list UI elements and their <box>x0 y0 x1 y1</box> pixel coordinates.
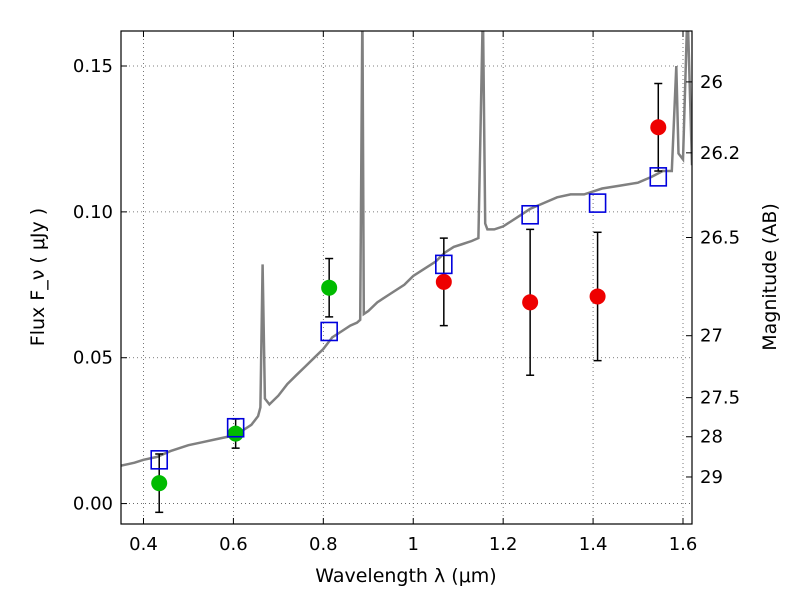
x-axis-label: Wavelength λ (μm) <box>315 565 496 587</box>
y2-tick-label: 27 <box>700 326 723 347</box>
y-tick-label: 0.05 <box>73 348 113 369</box>
model-point <box>320 321 338 342</box>
data-point <box>650 119 667 136</box>
y2-tick-label: 27.5 <box>700 388 740 409</box>
y2-tick-label: 26.5 <box>700 228 740 249</box>
data-point <box>151 475 168 492</box>
data-point <box>435 273 452 290</box>
x-tick-label: 0.6 <box>219 534 248 555</box>
x-tick-label: 1 <box>408 534 419 555</box>
x-tick-label: 0.8 <box>309 534 338 555</box>
plot-area <box>121 31 692 514</box>
model-spectrum-line <box>121 31 692 467</box>
y2-tick-label: 29 <box>700 467 723 488</box>
axis-ticks: 0.4 0.6 0.8 1 1.2 1.4 1.6 0.00 0.05 0.10 0.15 26 26.… <box>73 31 740 555</box>
x-tick-label: 1.4 <box>579 534 608 555</box>
model-point <box>150 450 169 470</box>
x-tick-label: 1.2 <box>489 534 518 555</box>
x-tick-label: 1.6 <box>669 534 698 555</box>
model-point <box>521 204 539 225</box>
y2-tick-label: 26 <box>700 72 723 93</box>
model-point <box>588 193 607 213</box>
plot-frame <box>120 30 693 525</box>
y2-tick-label: 26.2 <box>700 143 740 164</box>
y-tick-label: 0.00 <box>73 494 113 515</box>
y2-axis-label: Magnitude (AB) <box>759 203 781 351</box>
y-tick-label: 0.15 <box>73 56 113 77</box>
data-markers <box>150 119 668 492</box>
y-tick-label: 0.10 <box>73 202 113 223</box>
data-point <box>227 425 244 442</box>
data-point <box>522 294 539 311</box>
model-point <box>649 167 668 187</box>
y2-tick-label: 28 <box>700 427 723 448</box>
model-point <box>435 254 453 275</box>
model-point <box>226 417 245 438</box>
x-tick-label: 0.4 <box>129 534 158 555</box>
y-axis-label: Flux F_ν ( μJy ) <box>27 208 49 346</box>
data-point <box>321 279 338 296</box>
data-point <box>589 288 606 305</box>
